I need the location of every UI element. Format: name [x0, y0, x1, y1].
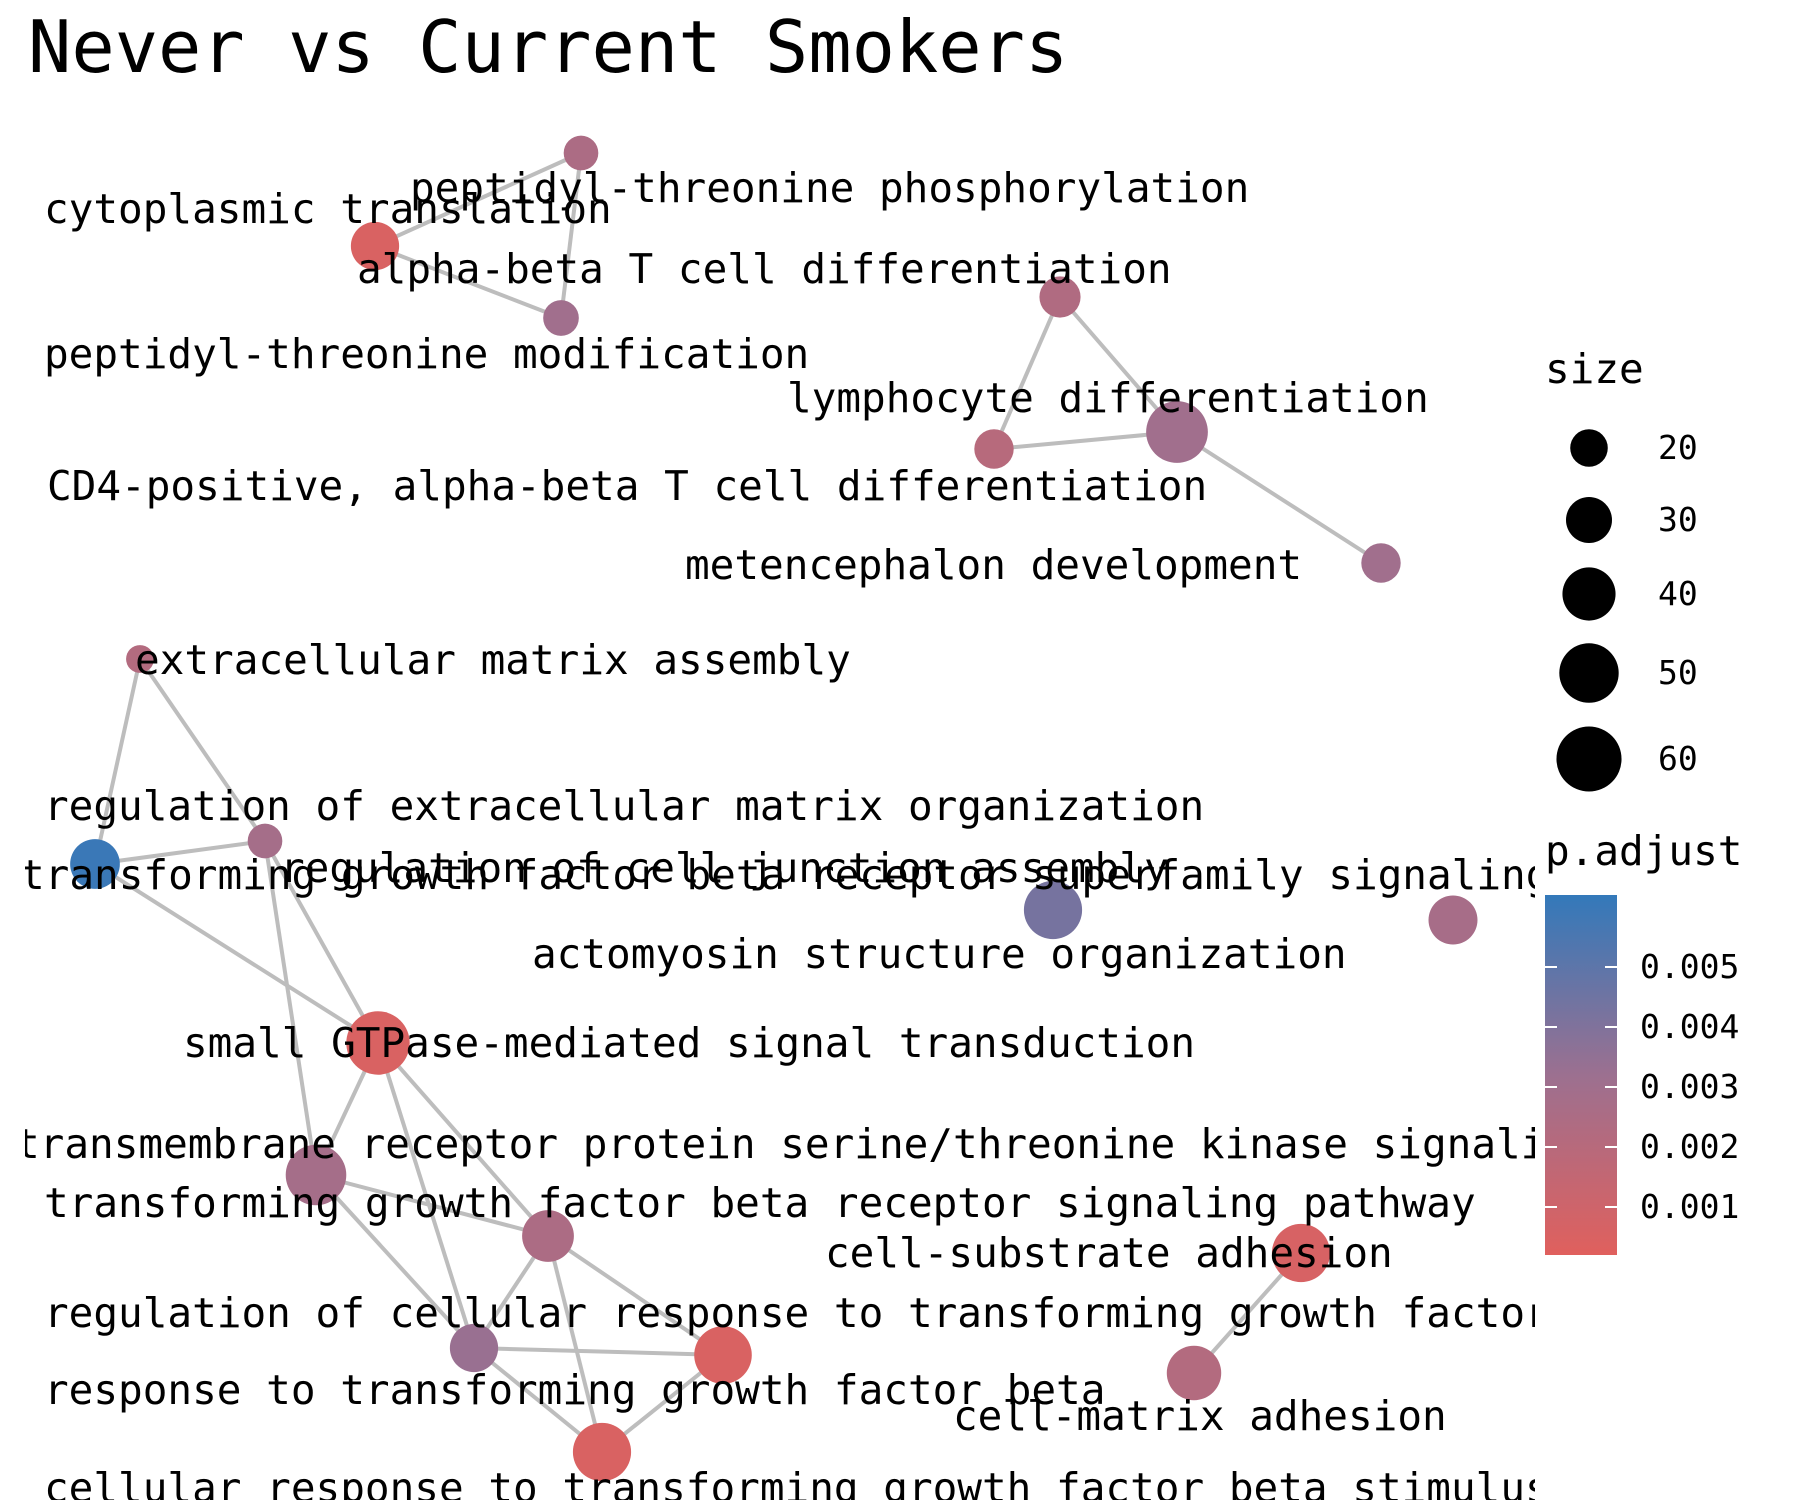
size-legend-label-50: 50 [1658, 653, 1698, 692]
color-legend-label-0.005: 0.005 [1640, 947, 1739, 986]
edge-n10-n13 [93, 862, 380, 1045]
node-n15 [522, 1210, 574, 1262]
node-n14 [285, 1144, 347, 1206]
node-n9 [247, 823, 283, 859]
node-n3 [543, 300, 579, 336]
node-n11 [1023, 880, 1083, 940]
size-legend-key-20 [1570, 429, 1608, 467]
edge-n10-n9 [94, 839, 266, 866]
edge-n13-n17 [376, 1042, 476, 1349]
node-label-n10: transforming growth factor beta receptor… [20, 851, 1748, 899]
node-label-n17: regulation of cellular response to trans… [44, 1289, 1800, 1337]
legend: size 20 30 40 50 60 p.adjust 0.005 0.004 0.003… [1545, 345, 1742, 1255]
node-label-n14: transmembrane receptor protein serine/th… [15, 1120, 1792, 1168]
color-legend-label-0.001: 0.001 [1640, 1187, 1739, 1226]
edge-n9-n13 [263, 840, 380, 1044]
color-legend-label-0.002: 0.002 [1640, 1127, 1739, 1166]
node-label-n5: lymphocyte differentiation [787, 374, 1429, 422]
node-label-n20: cellular response to transforming growth… [44, 1464, 1550, 1500]
edge-n17-n18 [473, 1346, 724, 1357]
node-label-n16: cell-substrate adhesion [825, 1229, 1393, 1277]
size-legend-label-60: 60 [1658, 739, 1698, 778]
network-panel: peptidyl-threonine phosphorylationcytopl… [15, 135, 1800, 1500]
node-label-n12: actomyosin structure organization [532, 930, 1347, 978]
size-legend-key-50 [1559, 643, 1619, 703]
node-label-n7: metencephalon development [685, 541, 1302, 589]
node-label-n2: cytoplasmic translation [44, 185, 612, 233]
node-n12 [1428, 895, 1478, 945]
label-layer: peptidyl-threonine phosphorylationcytopl… [15, 164, 1800, 1500]
size-legend-label-20: 20 [1658, 428, 1698, 467]
edge-n15-n20 [546, 1235, 604, 1453]
node-label-n15: transforming growth factor beta receptor… [44, 1179, 1476, 1227]
node-label-n11: regulation of cell junction assembly [280, 844, 1169, 892]
edge-n14-n15 [315, 1173, 549, 1238]
node-n4 [1039, 276, 1081, 318]
size-legend-label-40: 40 [1658, 574, 1698, 613]
size-legend-label-30: 30 [1658, 500, 1698, 539]
node-label-n8: extracellular matrix assembly [135, 636, 851, 684]
node-label-n4: alpha-beta T cell differentiation [357, 245, 1172, 293]
size-legend-key-30 [1565, 496, 1613, 544]
size-legend: 20 30 40 50 60 [1556, 428, 1698, 792]
edge-n8-n10 [93, 658, 142, 865]
color-legend: 0.005 0.004 0.003 0.002 0.001 [1545, 947, 1739, 1226]
node-n10 [70, 839, 120, 889]
node-n7 [1361, 543, 1401, 583]
size-legend-key-60 [1556, 726, 1622, 792]
edge-n13-n15 [376, 1041, 550, 1238]
node-n2 [350, 221, 400, 271]
node-n13 [346, 1011, 410, 1075]
node-label-n6: CD4-positive, alpha-beta T cell differen… [47, 462, 1207, 510]
edge-n1-n2 [374, 151, 582, 248]
node-label-n18: response to transforming growth factor b… [44, 1366, 1105, 1414]
node-n5 [1146, 401, 1208, 463]
edge-n8-n9 [138, 657, 267, 843]
color-legend-label-0.004: 0.004 [1640, 1007, 1739, 1046]
node-n16 [1271, 1223, 1331, 1283]
node-label-n9: regulation of extracellular matrix organ… [44, 782, 1204, 830]
edge-n5-n7 [1175, 430, 1383, 565]
node-label-n13: small GTPase-mediated signal transductio… [183, 1019, 1195, 1067]
node-n6 [974, 429, 1014, 469]
edge-n9-n14 [263, 840, 318, 1176]
color-legend-bar [1545, 895, 1617, 1255]
edge-n1-n3 [559, 152, 583, 319]
edge-n4-n6 [992, 296, 1062, 450]
plot-title: Never vs Current Smokers [28, 5, 1068, 89]
node-label-n1: peptidyl-threonine phosphorylation [410, 164, 1249, 212]
size-legend-key-40 [1562, 567, 1616, 621]
size-legend-title: size [1545, 345, 1644, 393]
node-n1 [563, 135, 599, 171]
edge-n2-n3 [374, 244, 562, 320]
node-n8 [126, 645, 154, 673]
node-n17 [449, 1323, 499, 1373]
node-n20 [572, 1422, 632, 1482]
node-n19 [1166, 1345, 1222, 1401]
node-n18 [694, 1326, 752, 1384]
color-legend-label-0.003: 0.003 [1640, 1067, 1739, 1106]
node-label-n3: peptidyl-threonine modification [44, 330, 809, 378]
node-label-n19: cell-matrix adhesion [953, 1392, 1447, 1440]
edge-n15-n18 [546, 1234, 725, 1357]
edge-n14-n17 [314, 1173, 476, 1350]
node-layer [70, 135, 1478, 1482]
color-legend-title: p.adjust [1545, 827, 1742, 875]
